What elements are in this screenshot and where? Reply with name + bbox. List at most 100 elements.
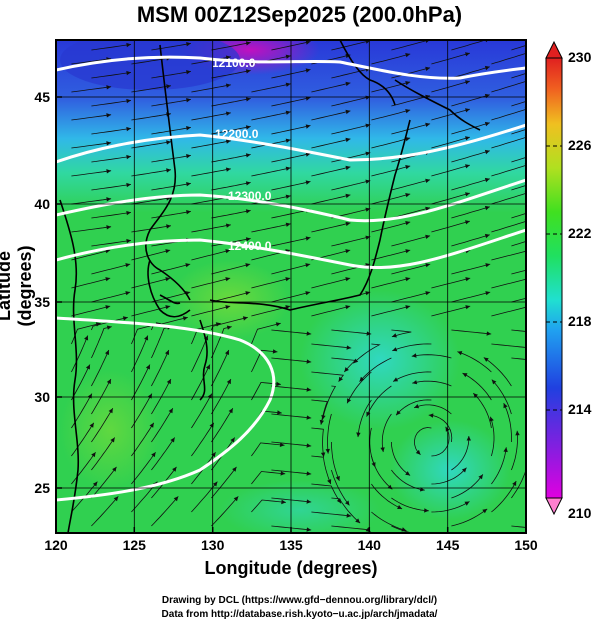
streamline-arrow [327, 479, 332, 485]
streamline [191, 224, 231, 233]
streamline-arrow [205, 364, 210, 370]
colorbar-label: 226 [568, 137, 592, 153]
streamline-arrow [85, 364, 90, 370]
streamline [151, 43, 191, 51]
credit-data: Data from http://database.rish.kyoto−u.a… [161, 609, 438, 620]
streamline [491, 52, 526, 65]
streamline-arrow [396, 410, 401, 416]
streamline [491, 192, 526, 205]
streamline-arrow [245, 153, 251, 158]
streamline [131, 141, 171, 149]
streamline-arrow [186, 210, 191, 215]
streamline-arrow [306, 499, 312, 504]
streamline-arrow [285, 138, 291, 143]
streamline-arrow [425, 178, 431, 183]
streamline [391, 95, 431, 107]
streamline [331, 96, 371, 107]
colorbar-label: 222 [568, 225, 592, 241]
streamline [71, 249, 111, 261]
streamline-arrow [226, 325, 232, 330]
streamline [251, 83, 291, 93]
streamline-arrow [245, 263, 251, 268]
streamline [451, 436, 470, 471]
streamline-arrow [465, 80, 470, 85]
streamline [431, 108, 471, 121]
streamline [91, 72, 132, 79]
streamline [371, 277, 411, 289]
streamline [251, 322, 281, 345]
streamline-arrow [392, 347, 398, 352]
colorbar-label: 214 [568, 401, 592, 417]
streamline [71, 226, 112, 233]
streamline [311, 138, 351, 149]
streamline-arrow [305, 124, 311, 129]
streamline-arrow [106, 85, 112, 90]
streamline [131, 249, 171, 261]
streamline-arrow [345, 193, 351, 199]
streamline [431, 305, 471, 317]
streamline [311, 110, 351, 121]
streamline [511, 297, 526, 303]
streamline-arrow [245, 209, 251, 214]
streamline [331, 236, 371, 247]
streamline [91, 128, 132, 135]
streamline [191, 84, 231, 93]
streamline-arrow [405, 277, 411, 282]
streamline [311, 277, 351, 289]
streamline-arrow [166, 84, 171, 89]
streamline-arrow [166, 140, 171, 145]
streamline-arrow [149, 422, 154, 428]
streamline-arrow [306, 443, 312, 448]
streamline [71, 142, 112, 149]
streamline-arrow [425, 122, 431, 127]
streamline [211, 42, 251, 51]
streamline [211, 70, 251, 79]
streamline [391, 40, 431, 51]
streamline [131, 305, 171, 317]
streamline [91, 44, 132, 51]
colorbar: 230 226 222 218 214 210 [545, 40, 592, 521]
streamline-arrow [464, 501, 470, 506]
geopotential-contours [56, 55, 526, 502]
streamline-arrow [126, 182, 131, 188]
streamline [191, 393, 213, 429]
streamline-arrow [285, 194, 291, 199]
y-tick-label: 25 [34, 480, 50, 496]
streamline-arrow [144, 335, 149, 341]
streamline-arrow [245, 41, 251, 46]
streamline-arrow [228, 408, 233, 414]
streamline-arrow [112, 466, 117, 472]
streamline-arrow [226, 379, 231, 385]
streamline-arrow [106, 169, 112, 174]
streamline [491, 306, 526, 317]
streamline [451, 178, 490, 191]
streamline [431, 52, 471, 65]
streamline-arrow [110, 437, 115, 443]
streamline-arrow [424, 508, 429, 513]
streamline-arrow [185, 263, 191, 268]
streamline [71, 198, 112, 205]
streamline-arrow [405, 471, 411, 476]
streamline-arrow [465, 305, 471, 310]
x-tick-label: 120 [44, 537, 68, 553]
x-tick-label: 140 [358, 537, 382, 553]
streamline-arrow [126, 210, 131, 216]
streamline [211, 154, 251, 163]
streamline-arrow [346, 513, 352, 518]
streamline [151, 437, 176, 471]
contour-12300 [56, 178, 526, 223]
streamline [151, 349, 170, 387]
streamline-arrow [425, 206, 431, 211]
streamline [371, 249, 411, 261]
streamline [462, 372, 492, 401]
streamline [511, 45, 526, 51]
streamline-arrow [366, 331, 372, 336]
streamline [391, 179, 431, 191]
streamline [311, 222, 351, 233]
streamline-arrow [225, 350, 229, 355]
streamline [71, 322, 101, 345]
contour-labels: 12100.0 12200.0 12300.0 12400.0 [212, 56, 272, 253]
streamline [412, 380, 452, 387]
streamline [71, 86, 112, 93]
streamline-arrow [105, 350, 109, 355]
